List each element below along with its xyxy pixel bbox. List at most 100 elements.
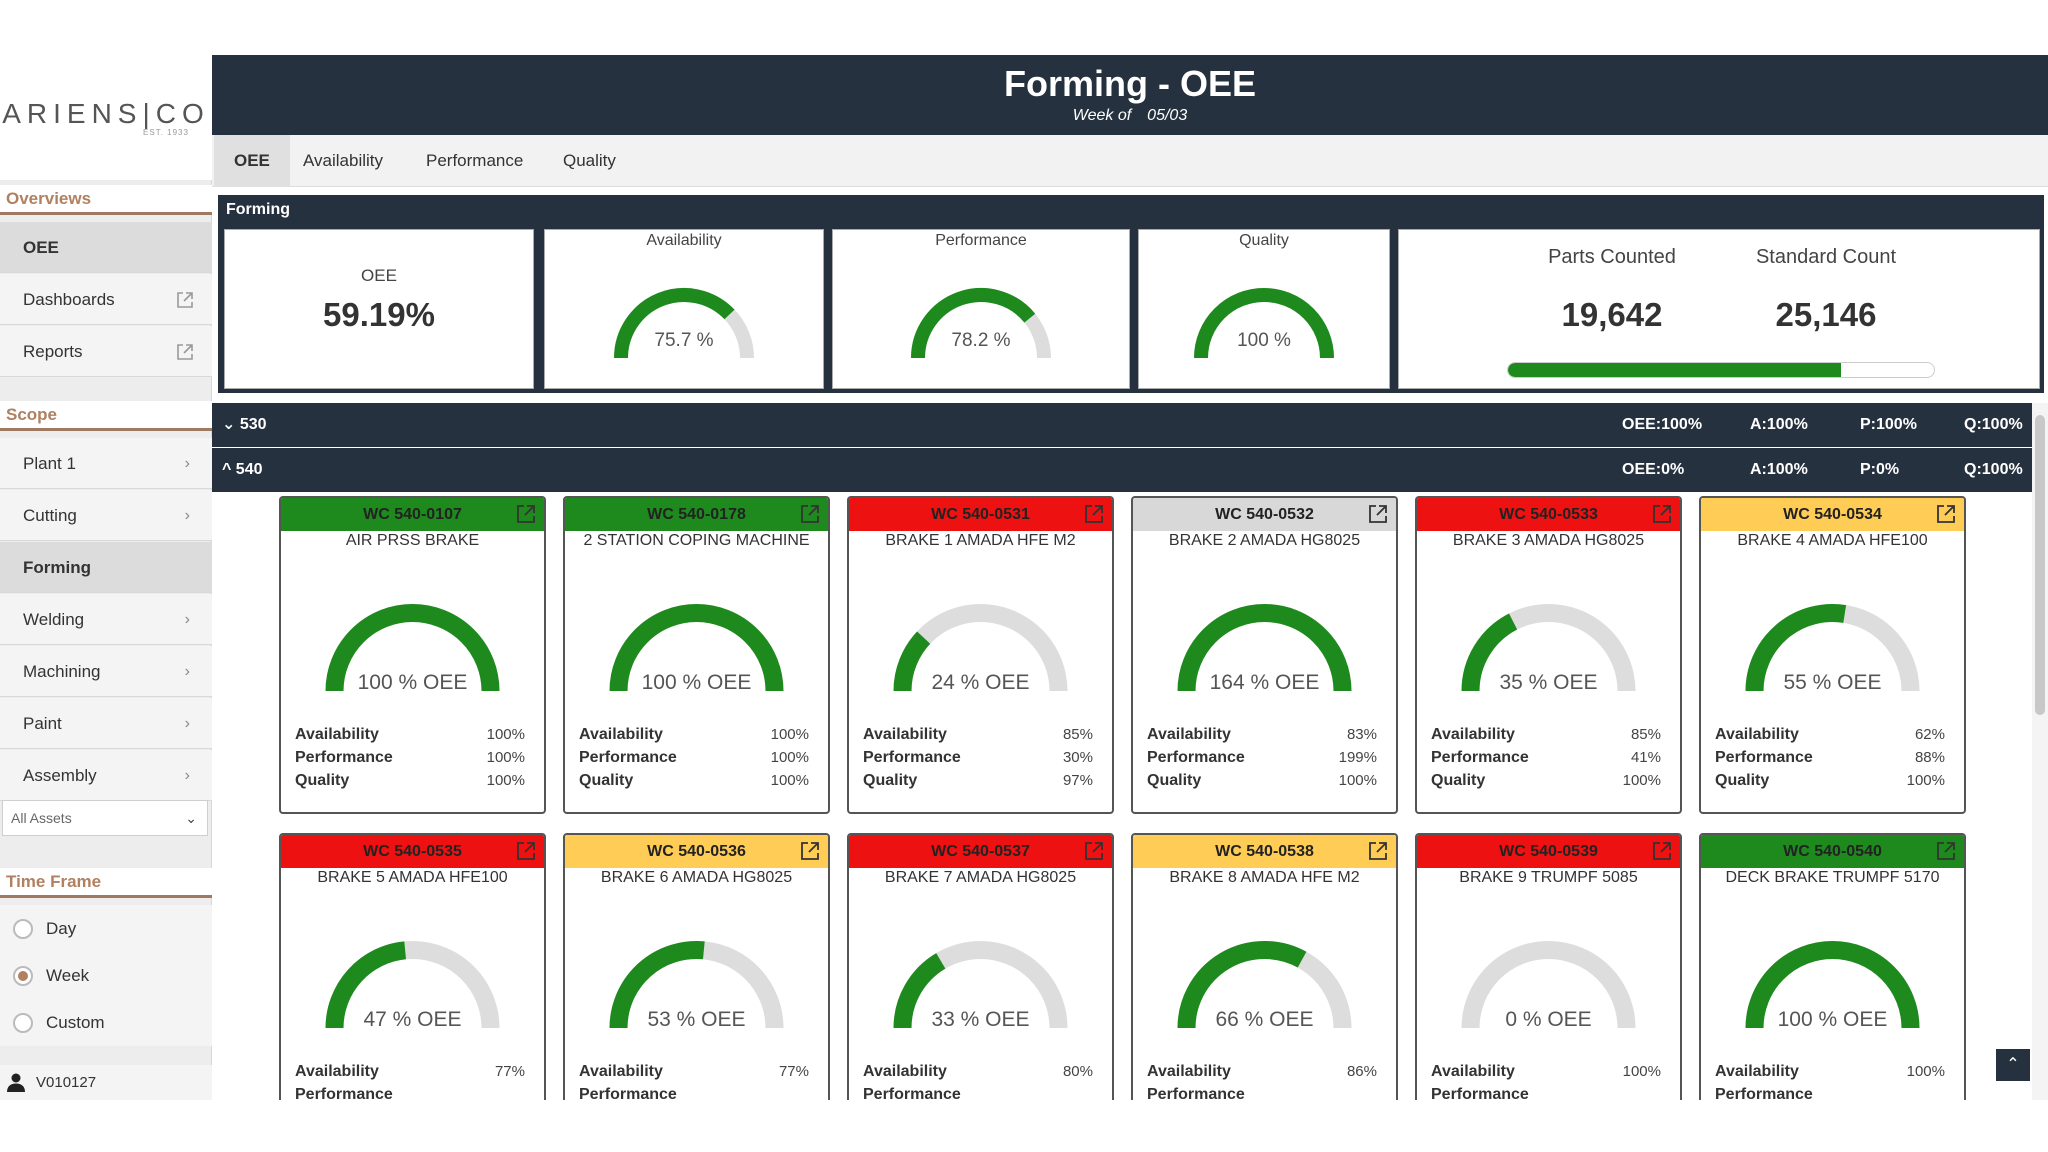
sidebar-item-machining[interactable]: Machining › [0, 646, 212, 697]
open-external-icon[interactable] [516, 841, 536, 861]
workcenter-name: AIR PRSS BRAKE [345, 532, 480, 549]
gauge-fill [911, 288, 1036, 359]
scroll-to-top-button[interactable]: ⌃ [1996, 1049, 2030, 1081]
card-header: WC 540-0533 [1417, 498, 1680, 531]
quality-value: 100% [1622, 772, 1661, 789]
timeframe-week-radio[interactable]: Week [0, 952, 212, 999]
performance-value: 30% [1062, 749, 1093, 766]
availability-label: Availability [1431, 1063, 1515, 1080]
performance-row: Performance [863, 1086, 1103, 1100]
workcenter-card[interactable]: WC 540-0537 BRAKE 7 AMADA HG8025 33 % OEE A… [847, 833, 1114, 1100]
performance-label: Performance [935, 232, 1027, 249]
availability-label: Availability [863, 726, 947, 743]
workcenter-card[interactable]: WC 540-0538 BRAKE 8 AMADA HFE M2 66 % OEE A… [1131, 833, 1398, 1100]
timeframe-custom-radio[interactable]: Custom [0, 999, 212, 1046]
workcenter-name: BRAKE 2 AMADA HG8025 [1168, 532, 1361, 549]
workcenter-card[interactable]: WC 540-0539 BRAKE 9 TRUMPF 5085 0 % OEE Ava… [1415, 833, 1682, 1100]
open-external-icon[interactable] [1936, 504, 1956, 524]
open-external-icon[interactable] [800, 841, 820, 861]
sidebar-item-reports[interactable]: Reports [0, 326, 212, 377]
tab-quality[interactable]: Quality [563, 151, 616, 170]
sidebar-item-assembly[interactable]: Assembly › [0, 750, 212, 801]
quality-row: Quality 97% [863, 772, 1103, 794]
availability-row: Availability 86% [1147, 1063, 1387, 1085]
tab-oee[interactable]: OEE [214, 135, 290, 187]
workcenter-card[interactable]: WC 540-0531 BRAKE 1 AMADA HFE M2 24 % OEE A… [847, 496, 1114, 814]
radio-label: Day [46, 919, 77, 938]
open-external-icon[interactable] [1936, 841, 1956, 861]
workcenter-name: 2 STATION COPING MACHINE [583, 532, 810, 549]
timeframe-day-radio[interactable]: Day [0, 905, 212, 952]
sidebar-item-cutting[interactable]: Cutting › [0, 490, 212, 541]
logo-name: ARIENS|CO [2, 98, 210, 129]
page-title: Forming - OEE [1004, 63, 1256, 104]
performance-row: Performance 100% [579, 749, 819, 771]
group-530-row[interactable]: ⌄ 530 OEE:100% A:100% P:100% Q:100% [212, 403, 2032, 447]
sidebar-item-oee[interactable]: OEE [0, 222, 212, 273]
workcenter-card[interactable]: WC 540-0532 BRAKE 2 AMADA HG8025 164 % OEE… [1131, 496, 1398, 814]
gauge-fill [1745, 941, 1920, 1029]
parts-counted-label: Parts Counted [1548, 246, 1676, 268]
sidebar-item-plant-1[interactable]: Plant 1 › [0, 438, 212, 489]
workcenter-card[interactable]: WC 540-0534 BRAKE 4 AMADA HFE100 55 % OEE A… [1699, 496, 1966, 814]
workcenter-card[interactable]: WC 540-0540 DECK BRAKE TRUMPF 5170 100 % O… [1699, 833, 1966, 1100]
availability-value: 75.7 % [654, 330, 714, 351]
workcenter-card[interactable]: WC 540-0533 BRAKE 3 AMADA HG8025 35 % OEE A… [1415, 496, 1682, 814]
tab-bar: OEE Availability Performance Quality [212, 135, 2048, 187]
performance-row: Performance 100% [295, 749, 535, 771]
workcenter-card[interactable]: WC 540-0178 2 STATION COPING MACHINE 100 %… [563, 496, 830, 814]
workcenter-name: BRAKE 6 AMADA HG8025 [600, 869, 793, 886]
oee-gauge: 33 % OEE [893, 941, 1068, 1031]
oee-value: 100 % OEE [1778, 1008, 1888, 1031]
quality-label: Quality [863, 772, 918, 789]
user-icon [7, 1073, 25, 1092]
open-external-icon[interactable] [1368, 504, 1388, 524]
user-account[interactable]: V010127 [0, 1065, 212, 1100]
sidebar-item-dashboards[interactable]: Dashboards [0, 274, 212, 325]
sidebar-item-welding[interactable]: Welding › [0, 594, 212, 645]
assets-select[interactable]: All Assets ⌄ [2, 800, 208, 836]
open-external-icon[interactable] [1652, 841, 1672, 861]
availability-value: 100% [1906, 1063, 1945, 1080]
workcenter-card[interactable]: WC 540-0536 BRAKE 6 AMADA HG8025 53 % OEE A… [563, 833, 830, 1100]
oee-gauge: 164 % OEE [1177, 604, 1352, 694]
performance-label: Performance [1431, 749, 1529, 766]
sidebar-item-forming[interactable]: Forming [0, 542, 212, 593]
group-540-row[interactable]: ^ 540 OEE:0% A:100% P:0% Q:100% [212, 448, 2032, 492]
workcenter-card[interactable]: WC 540-0535 BRAKE 5 AMADA HFE100 47 % OEE A… [279, 833, 546, 1100]
gauge-track [1461, 941, 1636, 1029]
open-external-icon[interactable] [1084, 841, 1104, 861]
workcenter-id: WC 540-0531 [931, 506, 1030, 523]
gauge-fill [893, 631, 931, 692]
card-header: WC 540-0532 [1133, 498, 1396, 531]
external-link-icon [177, 344, 193, 360]
scrollbar[interactable] [2032, 403, 2048, 1100]
sidebar-item-label: Paint [23, 714, 62, 733]
open-external-icon[interactable] [1084, 504, 1104, 524]
open-external-icon[interactable] [1368, 841, 1388, 861]
workcenter-name: BRAKE 3 AMADA HG8025 [1452, 532, 1645, 549]
oee-value: 47 % OEE [363, 1008, 461, 1031]
card-header: WC 540-0536 [565, 835, 828, 868]
workcenter-cards: WC 540-0107 AIR PRSS BRAKE 100 % OEE Availa… [212, 495, 2032, 1100]
availability-label: Availability [1147, 726, 1231, 743]
quality-label: Quality [295, 772, 350, 789]
scrollbar-thumb[interactable] [2035, 415, 2045, 715]
oee-gauge: 53 % OEE [609, 941, 784, 1031]
open-external-icon[interactable] [1652, 504, 1672, 524]
assets-select-value: All Assets [11, 810, 72, 826]
availability-value: 86% [1346, 1063, 1377, 1080]
performance-label: Performance [1147, 1086, 1245, 1100]
tab-performance[interactable]: Performance [426, 151, 524, 170]
performance-row: Performance 41% [1431, 749, 1671, 771]
oee-value: 100 % OEE [358, 671, 468, 694]
workcenter-name: BRAKE 8 AMADA HFE M2 [1169, 869, 1360, 886]
sidebar-item-paint[interactable]: Paint › [0, 698, 212, 749]
availability-gauge [614, 288, 754, 359]
group-availability: A:100% [1750, 461, 1808, 478]
workcenter-card[interactable]: WC 540-0107 AIR PRSS BRAKE 100 % OEE Availa… [279, 496, 546, 814]
oee-summary: OEE 59.19% [224, 229, 534, 389]
tab-availability[interactable]: Availability [303, 151, 384, 170]
open-external-icon[interactable] [516, 504, 536, 524]
open-external-icon[interactable] [800, 504, 820, 524]
